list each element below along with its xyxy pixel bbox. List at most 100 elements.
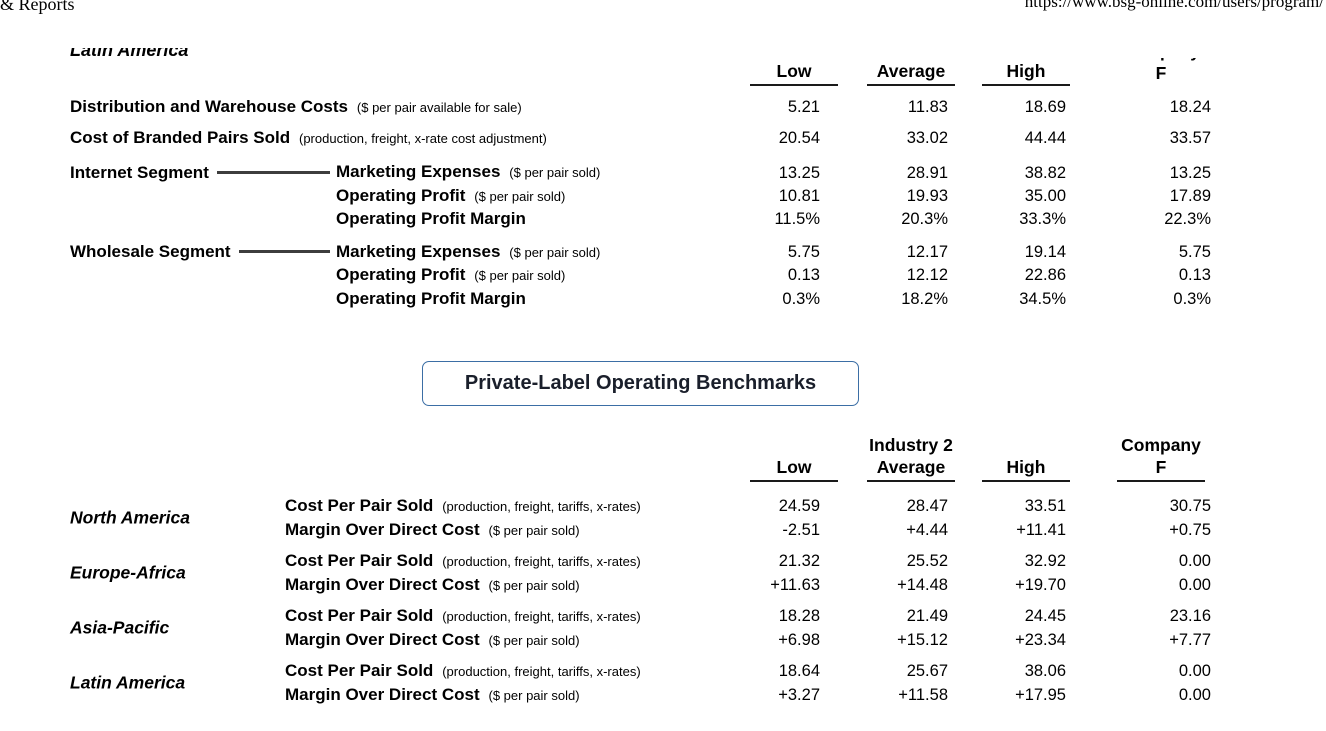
value-average: 20.3% [901, 210, 948, 228]
table-row-margin-over-direct: Margin Over Direct Cost ($ per pair sold… [70, 573, 1211, 597]
region-group-europe-africa: Europe-Africa Cost Per Pair Sold (produc… [70, 549, 1211, 596]
value-high: 38.82 [1024, 163, 1066, 182]
value-company: 17.89 [1169, 186, 1211, 205]
value-company: 0.00 [1178, 685, 1211, 704]
value-company: 18.24 [1169, 98, 1211, 116]
region-group-latin-america: Latin America Cost Per Pair Sold (produc… [70, 659, 1211, 706]
value-average: +4.44 [906, 520, 948, 539]
table-row-cost-branded-pairs: Cost of Branded Pairs Sold (production, … [70, 122, 1211, 153]
table1-rows: Distribution and Warehouse Costs ($ per … [70, 91, 1211, 310]
value-high: 19.14 [1024, 243, 1066, 261]
private-label-table: Low Industry 2 Average High Company F No… [70, 430, 1211, 714]
value-low: -2.51 [782, 520, 820, 539]
value-average: 25.52 [906, 552, 948, 570]
value-company: 0.00 [1178, 552, 1211, 570]
header-spacer [70, 58, 700, 86]
value-low: 20.54 [778, 129, 820, 147]
value-average: +15.12 [897, 630, 948, 649]
region-title-clipped: Latin America [70, 48, 300, 65]
segment-label-wholesale: Wholesale Segment [70, 242, 231, 261]
value-average: 28.91 [906, 163, 948, 182]
value-high: 18.69 [1024, 98, 1066, 116]
value-average: 19.93 [906, 186, 948, 205]
value-high: 35.00 [1024, 186, 1066, 205]
value-average: 11.83 [907, 98, 948, 116]
value-high: 38.06 [1024, 662, 1066, 680]
table2-groups: North America Cost Per Pair Sold (produc… [70, 494, 1211, 706]
table-row-wholesale-marketing: Wholesale Segment Marketing Expenses ($ … [70, 240, 1211, 264]
value-company: +7.77 [1169, 630, 1211, 649]
company-word: Company [1121, 435, 1201, 455]
region-group-asia-pacific: Asia-Pacific Cost Per Pair Sold (product… [70, 604, 1211, 651]
value-high: +11.41 [1016, 520, 1066, 539]
table-row-internet-operating-profit: Operating Profit ($ per pair sold) 10.81… [70, 184, 1211, 208]
value-high: 24.45 [1024, 607, 1066, 625]
value-low: 24.59 [778, 497, 820, 515]
table-row-cost-per-pair: Cost Per Pair Sold (production, freight,… [70, 659, 1211, 683]
region-label: Europe-Africa [70, 562, 186, 582]
value-company: 0.00 [1178, 575, 1211, 594]
value-average: 21.49 [906, 607, 948, 625]
value-average: 33.02 [906, 129, 948, 147]
value-low: 18.28 [778, 607, 820, 625]
table-row-wholesale-profit-margin: Operating Profit Margin 0.3% 18.2% 34.5%… [70, 287, 1211, 311]
section-title-private-label: Private-Label Operating Benchmarks [422, 361, 859, 406]
value-company: 33.57 [1169, 129, 1211, 147]
industry-label: Industry 2 [869, 435, 953, 455]
value-average: 12.17 [906, 243, 948, 261]
region-group-north-america: North America Cost Per Pair Sold (produc… [70, 494, 1211, 541]
value-average: 25.67 [906, 662, 948, 680]
value-company: 0.3% [1173, 289, 1211, 308]
col-header-high: High [948, 58, 1070, 86]
table2-header-row: Low Industry 2 Average High Company F [70, 430, 1211, 482]
col-header-company-f: Company F [1066, 430, 1211, 482]
value-company: 22.3% [1164, 210, 1211, 228]
company-word-clipped: Company [1117, 58, 1205, 62]
value-high: 33.51 [1024, 497, 1066, 515]
table-row-margin-over-direct: Margin Over Direct Cost ($ per pair sold… [70, 518, 1211, 542]
col-header-company-f: Company F [1066, 58, 1211, 86]
value-low: +11.63 [770, 575, 820, 594]
value-high: +23.34 [1015, 630, 1066, 649]
value-company: 0.00 [1178, 662, 1211, 680]
value-company: +0.75 [1169, 520, 1211, 539]
table-row-cost-per-pair: Cost Per Pair Sold (production, freight,… [70, 604, 1211, 628]
value-company: 0.13 [1178, 266, 1211, 284]
region-label: Asia-Pacific [70, 617, 170, 637]
value-high: +17.95 [1015, 685, 1066, 704]
table-row-cost-per-pair: Cost Per Pair Sold (production, freight,… [70, 494, 1211, 518]
value-low: 13.25 [778, 163, 820, 182]
value-high: 33.3% [1019, 210, 1066, 228]
table-row-cost-per-pair: Cost Per Pair Sold (production, freight,… [70, 549, 1211, 573]
value-high: 32.92 [1024, 552, 1066, 570]
region-label: Latin America [70, 672, 186, 692]
value-low: 11.5% [774, 210, 820, 228]
value-low: 10.81 [778, 186, 820, 205]
col-header-high: High [948, 430, 1070, 482]
region-label: North America [70, 507, 190, 527]
value-low: 21.32 [778, 552, 820, 570]
connector-line [216, 170, 330, 174]
table1-header-row: Low Average High Company F [70, 58, 1211, 86]
value-low: 5.75 [787, 243, 820, 261]
value-company: 13.25 [1169, 163, 1211, 182]
header-spacer [70, 430, 700, 482]
table-row-distribution-warehouse: Distribution and Warehouse Costs ($ per … [70, 91, 1211, 122]
value-average: 18.2% [901, 289, 948, 308]
table-row-margin-over-direct: Margin Over Direct Cost ($ per pair sold… [70, 628, 1211, 652]
value-low: +3.27 [778, 685, 820, 704]
value-average: +14.48 [897, 575, 948, 594]
table-row-internet-marketing: Internet Segment Marketing Expenses ($ p… [70, 160, 1211, 184]
value-low: 0.13 [787, 266, 820, 284]
value-average: 28.47 [906, 497, 948, 515]
segment-label-internet: Internet Segment [70, 162, 209, 182]
table-row-margin-over-direct: Margin Over Direct Cost ($ per pair sold… [70, 683, 1211, 707]
col-header-industry-average: Industry 2 Average [820, 430, 955, 482]
value-high: 34.5% [1019, 289, 1066, 308]
value-high: 22.86 [1024, 266, 1066, 284]
table-row-internet-profit-margin: Operating Profit Margin 11.5% 20.3% 33.3… [70, 207, 1211, 231]
value-average: 12.12 [906, 266, 948, 284]
branded-benchmarks-table: Latin America Low Average High Company F… [70, 48, 1211, 310]
value-average: +11.58 [898, 685, 948, 704]
value-high: 44.44 [1024, 129, 1066, 147]
